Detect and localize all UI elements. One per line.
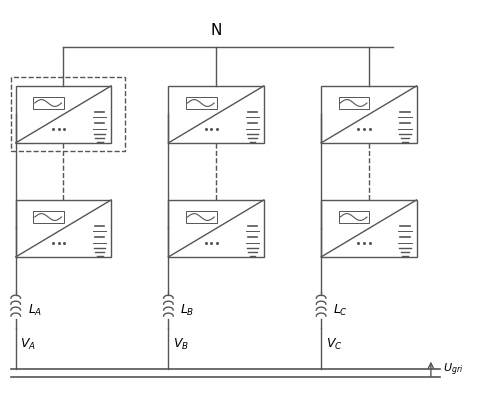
Text: N: N — [210, 23, 222, 38]
Bar — [33, 211, 64, 224]
Bar — [16, 200, 111, 257]
Bar — [321, 87, 417, 144]
Bar — [168, 200, 264, 257]
Bar — [33, 97, 64, 110]
Bar — [168, 87, 264, 144]
Bar — [11, 78, 125, 152]
Text: $V_B$: $V_B$ — [173, 336, 189, 351]
Text: $L_A$: $L_A$ — [28, 303, 42, 318]
Text: $U_{gri}$: $U_{gri}$ — [443, 361, 463, 377]
Text: $L_C$: $L_C$ — [333, 303, 348, 318]
Text: $V_A$: $V_A$ — [21, 336, 36, 351]
Bar — [339, 211, 369, 224]
Bar — [339, 97, 369, 110]
Text: $V_C$: $V_C$ — [326, 336, 343, 351]
Bar — [16, 87, 111, 144]
Bar — [186, 97, 216, 110]
Bar — [321, 200, 417, 257]
Text: $L_B$: $L_B$ — [180, 303, 195, 318]
Bar — [186, 211, 216, 224]
